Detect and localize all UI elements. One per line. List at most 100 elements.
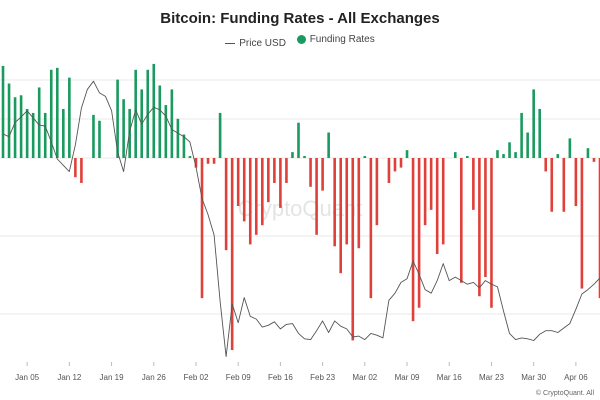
funding-dot-swatch-icon — [296, 35, 306, 44]
funding-bar-51 — [309, 158, 312, 187]
legend-label-funding: Funding Rates — [309, 34, 375, 45]
funding-bar-43 — [261, 158, 264, 226]
funding-bar-39 — [236, 158, 240, 206]
funding-bar-87 — [526, 132, 529, 158]
funding-bar-8 — [49, 69, 53, 158]
x-tick-label-13: Apr 06 — [564, 373, 588, 382]
funding-bar-90 — [544, 158, 548, 172]
x-tick-label-10: Mar 16 — [437, 373, 462, 382]
legend-item-funding[interactable]: Funding Rates — [296, 34, 375, 45]
funding-bar-13 — [80, 158, 83, 183]
funding-bar-28 — [170, 89, 174, 158]
funding-bar-19 — [116, 79, 119, 158]
funding-bar-99 — [598, 158, 600, 299]
chart-title: Bitcoin: Funding Rates - All Exchanges — [160, 10, 440, 27]
funding-bar-16 — [98, 120, 101, 158]
funding-bar-42 — [254, 158, 258, 235]
funding-bar-7 — [43, 112, 47, 158]
grid-lines — [0, 79, 600, 315]
funding-bar-67 — [405, 150, 409, 158]
funding-bar-34 — [206, 158, 210, 164]
funding-bar-68 — [411, 158, 415, 322]
funding-bar-52 — [315, 158, 318, 235]
funding-bar-84 — [508, 142, 511, 158]
x-tick-label-4: Feb 02 — [184, 373, 209, 382]
funding-bar-58 — [351, 158, 355, 341]
price-line-group — [2, 80, 600, 358]
funding-bar-53 — [321, 158, 324, 191]
funding-bar-29 — [176, 118, 180, 158]
funding-bar-60 — [363, 156, 367, 158]
chart-legend: Price USD Funding Rates — [0, 34, 600, 49]
funding-bar-46 — [279, 158, 282, 208]
funding-bar-93 — [562, 158, 566, 212]
funding-bar-97 — [586, 148, 590, 158]
funding-bar-35 — [212, 158, 216, 164]
funding-bar-49 — [297, 122, 300, 158]
funding-bar-56 — [339, 158, 343, 274]
funding-bar-64 — [387, 158, 391, 183]
funding-bar-38 — [230, 158, 234, 350]
x-tick-label-7: Feb 23 — [310, 373, 335, 382]
funding-bar-30 — [182, 134, 186, 158]
funding-bar-0 — [1, 65, 5, 158]
funding-bar-10 — [62, 109, 65, 158]
funding-bar-94 — [568, 138, 572, 158]
funding-bar-32 — [194, 158, 198, 168]
funding-bars — [1, 63, 600, 350]
funding-bar-50 — [303, 156, 306, 158]
funding-bar-3 — [19, 95, 23, 158]
funding-bar-98 — [592, 158, 596, 162]
funding-bar-41 — [248, 158, 252, 245]
funding-bar-72 — [435, 158, 439, 254]
x-tick-label-11: Mar 23 — [479, 373, 504, 382]
funding-bar-47 — [285, 158, 288, 183]
x-tick-label-3: Jan 26 — [142, 373, 167, 382]
funding-bar-57 — [345, 158, 349, 245]
funding-bar-9 — [55, 67, 59, 158]
funding-bar-54 — [327, 132, 330, 158]
x-tick-label-8: Mar 02 — [352, 373, 377, 382]
funding-bar-2 — [13, 97, 17, 158]
funding-bar-78 — [472, 158, 475, 210]
funding-bar-95 — [574, 158, 578, 206]
funding-bar-1 — [7, 83, 11, 158]
funding-bar-91 — [550, 158, 554, 212]
funding-bar-12 — [74, 158, 77, 178]
x-tick-label-5: Feb 09 — [226, 373, 251, 382]
funding-bar-73 — [441, 158, 445, 245]
funding-bar-92 — [556, 154, 560, 158]
funding-bar-96 — [580, 158, 584, 289]
funding-bar-37 — [224, 158, 228, 251]
x-tick-label-6: Feb 16 — [268, 373, 293, 382]
funding-bar-75 — [453, 152, 457, 158]
funding-bar-80 — [484, 158, 487, 278]
funding-bar-27 — [164, 105, 168, 158]
funding-bar-69 — [417, 158, 421, 308]
price-line — [2, 80, 600, 358]
x-tick-label-9: Mar 09 — [395, 373, 420, 382]
x-tick-label-2: Jan 19 — [100, 373, 125, 382]
x-tick-label-12: Mar 30 — [521, 373, 546, 382]
funding-bar-85 — [514, 152, 517, 158]
funding-bar-70 — [423, 158, 427, 226]
funding-bar-82 — [496, 150, 499, 158]
funding-bar-11 — [68, 77, 71, 158]
credit-text: © CryptoQuant. All — [535, 390, 594, 397]
price-line-swatch-icon — [225, 43, 236, 44]
funding-bar-83 — [502, 154, 505, 158]
funding-bar-20 — [122, 99, 125, 158]
funding-bar-26 — [158, 85, 162, 158]
funding-bar-76 — [460, 158, 463, 283]
funding-bar-59 — [357, 158, 361, 249]
funding-bar-71 — [429, 158, 433, 210]
funding-bar-88 — [532, 89, 535, 158]
funding-bar-79 — [478, 158, 481, 297]
x-tick-label-0: Jan 05 — [15, 373, 40, 382]
funding-bar-77 — [466, 156, 469, 158]
funding-bar-4 — [25, 109, 29, 158]
funding-bar-66 — [399, 158, 403, 168]
funding-bar-81 — [490, 158, 493, 308]
legend-item-price[interactable]: Price USD — [225, 38, 286, 49]
